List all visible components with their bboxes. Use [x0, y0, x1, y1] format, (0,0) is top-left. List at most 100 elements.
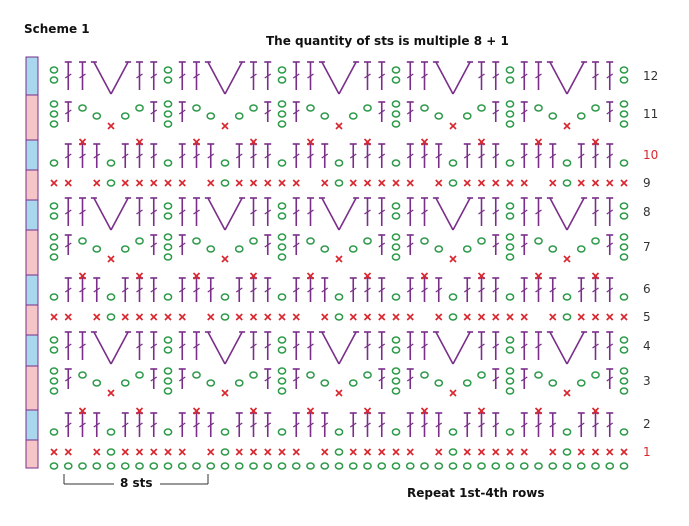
double-crochet-symbol: [150, 331, 158, 360]
double-crochet-symbol: [349, 143, 357, 168]
chain-symbol: [277, 202, 287, 210]
single-crochet-symbol: [249, 448, 258, 456]
dc-cross: [136, 209, 143, 215]
single-crochet-symbol: [192, 272, 201, 280]
sc-stroke: [264, 179, 272, 187]
double-crochet-symbol: [64, 101, 72, 122]
dc-fan-symbol: [546, 61, 588, 95]
single-crochet-symbol: [135, 179, 144, 187]
chain-symbol: [106, 428, 116, 436]
chain-symbol: [320, 379, 330, 387]
dc-cross: [150, 209, 158, 215]
chain-symbol: [220, 462, 230, 470]
dc-cross: [193, 73, 200, 79]
double-crochet-symbol: [307, 331, 314, 360]
fan-leg: [93, 61, 112, 95]
dc-cross: [435, 287, 443, 293]
single-crochet-symbol: [577, 179, 585, 187]
chain-symbol: [363, 371, 372, 379]
chain-symbol: [505, 100, 515, 108]
chain-symbol: [192, 462, 201, 470]
double-crochet-symbol: [178, 143, 186, 168]
double-crochet-symbol: [592, 331, 599, 360]
double-crochet-symbol: [421, 143, 428, 168]
dc-cross: [193, 422, 200, 428]
row-number: 11: [643, 107, 658, 121]
dc-cross: [136, 73, 143, 79]
chain-symbol: [49, 202, 59, 210]
dc-cross: [292, 109, 300, 115]
double-crochet-symbol: [406, 143, 414, 168]
sc-stroke: [64, 448, 72, 456]
double-crochet-symbol: [406, 412, 414, 437]
sc-stroke: [264, 448, 272, 456]
dc-cross: [307, 422, 314, 428]
double-crochet-symbol: [592, 197, 599, 226]
dc-cross: [492, 209, 500, 215]
double-crochet-symbol: [178, 61, 186, 90]
sc-stroke: [392, 448, 400, 456]
chain-symbol: [619, 367, 629, 375]
single-crochet-symbol: [278, 179, 286, 187]
sc-stroke: [363, 272, 372, 280]
chain-symbol: [391, 100, 401, 108]
chain-symbol: [49, 346, 59, 354]
sc-stroke: [164, 313, 172, 321]
row-number: 6: [643, 282, 651, 296]
dc-cross: [250, 287, 257, 293]
double-crochet-symbol: [535, 61, 542, 90]
sc-stroke: [463, 448, 471, 456]
single-crochet-symbol: [620, 313, 628, 321]
double-crochet-symbol: [492, 143, 500, 168]
chain-symbol: [49, 377, 59, 385]
dc-cross: [79, 209, 86, 215]
chain-symbol: [434, 462, 444, 470]
double-crochet-symbol: [378, 101, 386, 122]
dc-fan-symbol: [90, 331, 132, 365]
chain-symbol: [106, 462, 116, 470]
sc-stroke: [292, 448, 300, 456]
dc-cross: [606, 109, 614, 115]
chain-symbol: [562, 448, 572, 456]
double-crochet-symbol: [349, 412, 357, 437]
double-crochet-symbol: [250, 277, 257, 302]
double-crochet-symbol: [492, 101, 500, 122]
dc-fan-symbol: [204, 331, 246, 365]
chain-symbol: [277, 346, 287, 354]
sc-stroke: [534, 138, 543, 146]
chain-symbol: [477, 462, 486, 470]
dc-cross: [592, 153, 599, 159]
sc-stroke: [93, 179, 101, 187]
sc-stroke: [349, 179, 357, 187]
chain-symbol: [519, 462, 529, 470]
double-crochet-symbol: [235, 143, 243, 168]
sc-stroke: [492, 448, 500, 456]
dc-cross: [150, 422, 158, 428]
dc-cross: [193, 153, 200, 159]
double-crochet-symbol: [492, 412, 500, 437]
single-crochet-symbol: [477, 272, 486, 280]
single-crochet-symbol: [363, 179, 372, 187]
sc-stroke: [64, 179, 72, 187]
sc-stroke: [292, 313, 300, 321]
chain-symbol: [220, 159, 230, 167]
chain-symbol: [49, 428, 59, 436]
row-number: 12: [643, 69, 658, 83]
double-crochet-symbol: [406, 61, 414, 90]
single-crochet-symbol: [278, 313, 286, 321]
sc-stroke: [135, 313, 144, 321]
double-crochet-symbol: [378, 61, 386, 90]
sc-stroke: [107, 389, 115, 397]
sc-stroke: [606, 179, 614, 187]
single-crochet-symbol: [591, 313, 600, 321]
bar-segment: [25, 139, 39, 171]
single-crochet-symbol: [363, 138, 372, 146]
chain-symbol: [163, 66, 173, 74]
double-crochet-symbol: [292, 61, 300, 90]
scheme-title: Scheme 1: [24, 22, 90, 36]
sc-stroke: [50, 179, 58, 187]
double-crochet-symbol: [136, 412, 143, 437]
double-crochet-symbol: [292, 412, 300, 437]
chain-symbol: [448, 159, 458, 167]
dc-cross: [250, 73, 257, 79]
